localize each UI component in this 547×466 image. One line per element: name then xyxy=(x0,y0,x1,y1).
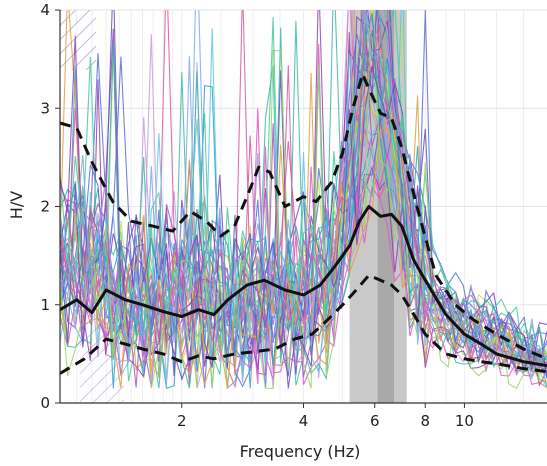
x-tick-label: 4 xyxy=(299,412,309,430)
std-curve xyxy=(60,72,547,361)
x-axis-title: Frequency (Hz) xyxy=(240,442,361,461)
x-tick-label: 2 xyxy=(177,412,187,430)
series-layer xyxy=(60,72,547,375)
window-curves xyxy=(60,10,547,390)
mean-curve xyxy=(60,205,547,368)
window-curve xyxy=(60,10,547,362)
y-tick-label: 4 xyxy=(40,1,50,19)
tick-labels: 0 1 2 3 4 2 4 6 8 10 xyxy=(40,1,474,430)
window-curve xyxy=(60,10,547,357)
window-curve xyxy=(60,13,547,367)
window-curve xyxy=(60,10,547,383)
y-tick-label: 1 xyxy=(40,296,50,314)
window-curve xyxy=(60,10,547,390)
y-tick-label: 2 xyxy=(40,198,50,216)
x-tick-label: 10 xyxy=(455,412,474,430)
x-tick-label: 6 xyxy=(370,412,380,430)
std-curve xyxy=(60,273,547,375)
x-tick-label: 8 xyxy=(420,412,430,430)
y-axis-title: H/V xyxy=(7,191,26,219)
y-tick-label: 0 xyxy=(40,394,50,412)
y-tick-label: 3 xyxy=(40,99,50,117)
window-curve xyxy=(60,10,547,389)
